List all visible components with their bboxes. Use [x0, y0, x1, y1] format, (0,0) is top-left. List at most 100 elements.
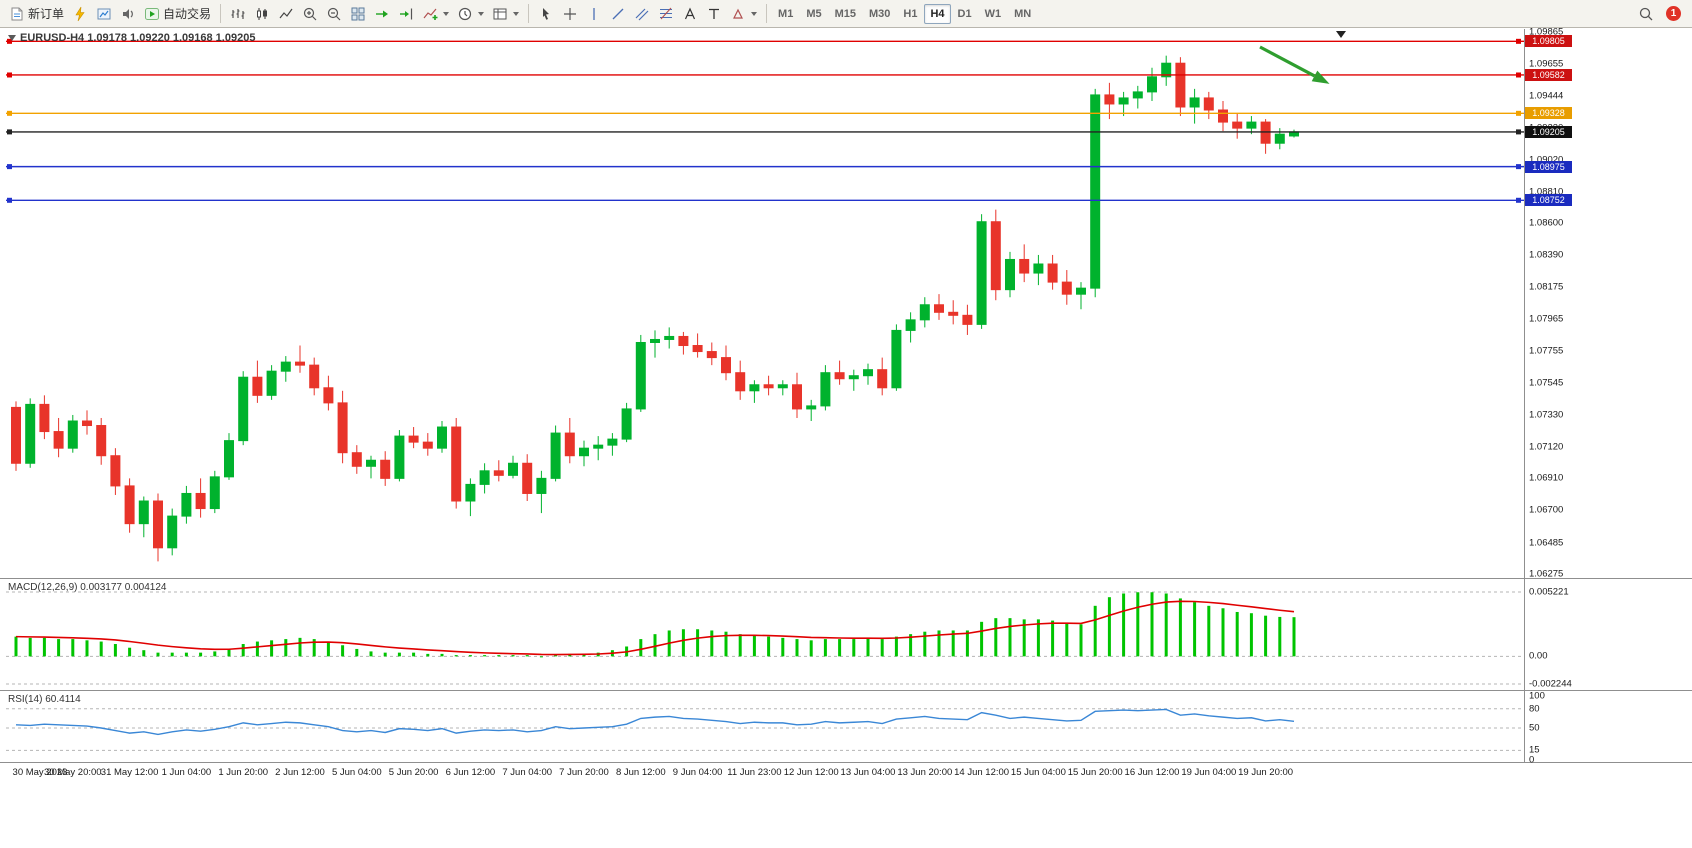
chart-dropdown-icon[interactable]	[8, 35, 16, 41]
candle	[437, 420, 447, 453]
macd-signal-line	[15, 600, 1295, 656]
channel-button[interactable]	[630, 2, 654, 25]
macd-bar	[213, 651, 217, 657]
price-axis-label: 1.07545	[1529, 377, 1564, 388]
candle	[337, 390, 348, 464]
candle	[138, 496, 149, 538]
macd-bar	[965, 630, 969, 657]
main-macd-separator[interactable]	[0, 578, 1692, 579]
macd-bar	[1178, 598, 1182, 657]
macd-bar	[554, 655, 558, 657]
line-handle[interactable]	[7, 110, 12, 116]
line-handle[interactable]	[1516, 164, 1521, 170]
chart-shift-marker[interactable]	[1336, 31, 1346, 38]
horizontal-line-1.09205[interactable]	[6, 129, 1524, 135]
arrow-object[interactable]	[1259, 45, 1330, 84]
cursor-button[interactable]	[534, 2, 558, 25]
auto-scroll-button[interactable]	[370, 2, 394, 25]
notification-badge[interactable]: 1	[1666, 6, 1681, 21]
horizontal-line-1.09805[interactable]	[6, 38, 1524, 44]
candle	[493, 460, 504, 482]
macd-bar	[270, 640, 274, 657]
timeframe-h1-button[interactable]: H1	[897, 4, 923, 24]
line-handle[interactable]	[7, 38, 12, 44]
macd-bar	[440, 653, 444, 657]
new-order-button[interactable]: 新订单	[5, 2, 68, 25]
macd-bar	[397, 652, 401, 657]
line-handle[interactable]	[1516, 110, 1521, 116]
macd-bar	[369, 651, 373, 657]
timeframe-w1-button[interactable]: W1	[979, 4, 1008, 24]
line-handle[interactable]	[7, 197, 12, 203]
horizontal-line-1.08975[interactable]	[6, 164, 1524, 170]
line-handle[interactable]	[7, 164, 12, 170]
line-handle[interactable]	[7, 72, 12, 78]
horizontal-line-1.09328[interactable]	[6, 110, 1524, 116]
text-tool-button[interactable]	[678, 2, 702, 25]
zoom-in-icon	[303, 7, 317, 20]
candle	[536, 470, 547, 514]
macd-bar	[809, 640, 813, 657]
candle	[53, 417, 64, 458]
timeframe-d1-button[interactable]: D1	[952, 4, 978, 24]
timeframe-m15-button[interactable]: M15	[829, 4, 862, 24]
candle	[763, 375, 774, 396]
line-handle[interactable]	[1516, 72, 1521, 78]
candle	[834, 360, 845, 385]
macd-bar	[1292, 617, 1296, 657]
indicators-button[interactable]	[418, 2, 453, 25]
line-chart-button[interactable]	[274, 2, 298, 25]
crosshair-button[interactable]	[558, 2, 582, 25]
macd-bar	[454, 655, 458, 657]
sound-button[interactable]	[116, 2, 140, 25]
periods-button[interactable]	[453, 2, 488, 25]
auto-trading-button[interactable]: 自动交易	[140, 2, 215, 25]
price-axis-label: 1.06485	[1529, 537, 1564, 549]
vertical-line-button[interactable]	[582, 2, 606, 25]
timeframe-m5-button[interactable]: M5	[800, 4, 827, 24]
horizontal-line-1.08752[interactable]	[6, 197, 1524, 203]
timeframe-mn-button[interactable]: MN	[1008, 4, 1037, 24]
line-handle[interactable]	[7, 129, 12, 135]
candle	[1161, 55, 1172, 86]
time-axis-label: 30 May 20:00	[44, 767, 102, 778]
quick-trade-button[interactable]	[68, 2, 92, 25]
horizontal-line-1.09582[interactable]	[6, 72, 1524, 78]
time-axis-label: 16 Jun 12:00	[1124, 767, 1180, 778]
chart-shift-button[interactable]	[394, 2, 418, 25]
trendline-button[interactable]	[606, 2, 630, 25]
chart-window-button[interactable]	[92, 2, 116, 25]
time-axis-label: 1 Jun 20:00	[218, 767, 269, 778]
candlestick-chart-button[interactable]	[250, 2, 274, 25]
candle	[67, 414, 78, 453]
bar-chart-button[interactable]	[226, 2, 250, 25]
zoom-in-button[interactable]	[298, 2, 322, 25]
macd-bar	[426, 653, 430, 657]
macd-bar	[866, 637, 870, 657]
line-handle[interactable]	[1516, 197, 1521, 203]
shapes-button[interactable]	[726, 2, 761, 25]
label-tool-button[interactable]	[702, 2, 726, 25]
candle	[479, 463, 490, 494]
macd-bar	[696, 629, 700, 657]
macd-rsi-separator[interactable]	[0, 690, 1692, 691]
tile-windows-button[interactable]	[346, 2, 370, 25]
macd-bar	[511, 655, 515, 657]
fibonacci-button[interactable]	[654, 2, 678, 25]
tile-windows-icon	[351, 7, 365, 20]
templates-button[interactable]	[488, 2, 523, 25]
search-button[interactable]	[1634, 2, 1658, 25]
price-axis-label: 1.06700	[1529, 504, 1564, 516]
timeframe-h4-button[interactable]: H4	[924, 3, 951, 24]
candle	[1076, 282, 1086, 310]
line-handle[interactable]	[1516, 129, 1521, 135]
candle	[564, 417, 575, 464]
candle	[351, 445, 362, 474]
timeframe-m1-button[interactable]: M1	[772, 4, 799, 24]
timeframe-m30-button[interactable]: M30	[863, 4, 896, 24]
zoom-out-button[interactable]	[322, 2, 346, 25]
chevron-down-icon	[513, 11, 520, 16]
candle	[209, 470, 220, 514]
line-handle[interactable]	[1516, 38, 1521, 44]
